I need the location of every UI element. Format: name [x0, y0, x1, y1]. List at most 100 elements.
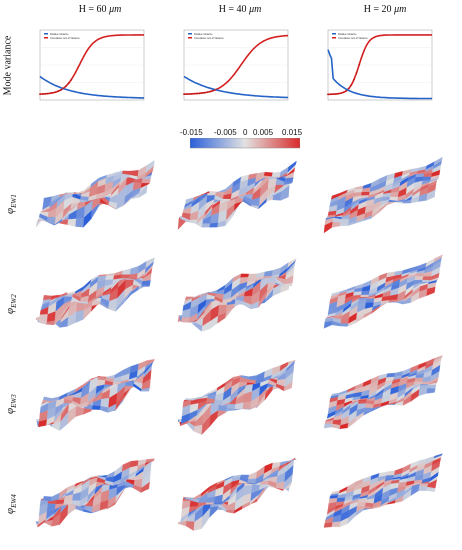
- surface-facet: [184, 398, 195, 401]
- legend-cumulative-label: Cumulative sum of Variance: [50, 37, 80, 40]
- surface-plot-r1-c1: [35, 160, 155, 228]
- surface-facet: [105, 374, 116, 379]
- surface-facet: [256, 271, 266, 278]
- colorbar-label-1: -0.005: [214, 128, 237, 137]
- surface-facet: [105, 273, 116, 276]
- cumulative-marker: [70, 78, 73, 81]
- surface-plot-r1-c3: [323, 156, 443, 234]
- cumulative-marker: [49, 92, 52, 95]
- surface-facet: [129, 265, 139, 275]
- surface-plot-r3-c2: [177, 359, 297, 435]
- surface-plot-r4-c1: [35, 458, 155, 528]
- surface-facet: [66, 193, 76, 195]
- cumulative-marker: [342, 91, 345, 94]
- cumulative-marker: [327, 93, 329, 96]
- surface-plot-r2-c1: [35, 257, 155, 328]
- cumulative-marker: [332, 93, 335, 96]
- relative-variance-line: [183, 75, 289, 99]
- surface-facet: [415, 173, 425, 178]
- cumulative-marker: [337, 92, 340, 95]
- cumulative-marker: [185, 93, 188, 95]
- surface-facet: [145, 359, 155, 366]
- surface-facet: [205, 502, 215, 505]
- surface-facet: [336, 497, 346, 503]
- surface-plot-r4-c3: [323, 453, 443, 528]
- cumulative-marker: [209, 90, 211, 93]
- surface-facet: [433, 355, 443, 362]
- cumulative-marker: [59, 89, 62, 91]
- cumulative-marker: [201, 92, 204, 94]
- cumulative-marker: [44, 92, 47, 95]
- mode-variance-label: Mode variance: [2, 35, 14, 96]
- surface-facet: [121, 274, 131, 279]
- column-title-20: H = 20 μm: [363, 4, 407, 15]
- surface-facet: [385, 474, 395, 479]
- row-label-ew3: φEW3: [4, 394, 19, 414]
- surface-facet: [275, 481, 285, 490]
- cumulative-marker: [39, 93, 41, 96]
- surface-facet: [248, 471, 258, 480]
- cumulative-marker: [41, 93, 44, 95]
- row-label-ew1: φEW1: [4, 194, 19, 214]
- surface-facet: [75, 217, 85, 228]
- surface-facet: [63, 499, 73, 505]
- surface-facet: [141, 178, 151, 184]
- cumulative-marker: [214, 88, 217, 91]
- cumulative-variance-line: [328, 34, 432, 96]
- surface-facet: [433, 156, 443, 166]
- cumulative-variance-line: [183, 34, 289, 95]
- surface-facet: [389, 196, 399, 201]
- colorbar-label-4: 0.015: [282, 128, 303, 137]
- surface-plot-r2-c2: [177, 257, 297, 332]
- surface-facet: [414, 377, 424, 382]
- cumulative-marker: [183, 93, 185, 96]
- surface-facet: [185, 520, 195, 531]
- surface-facet: [433, 254, 443, 263]
- surface-facet: [287, 459, 297, 463]
- colorbar-label-2: 0: [243, 128, 248, 137]
- surface-facet: [357, 400, 367, 404]
- surface-facet: [287, 160, 297, 173]
- relative-variance-line: [327, 49, 432, 100]
- surface-facet: [287, 359, 297, 366]
- surface-facet: [106, 470, 116, 478]
- surface-facet: [177, 520, 187, 527]
- surface-facet: [271, 171, 281, 177]
- cumulative-marker: [193, 92, 196, 95]
- surface-facet: [426, 387, 436, 394]
- cumulative-marker: [206, 91, 209, 94]
- surface-facet: [240, 273, 250, 278]
- surface-plot-r2-c3: [323, 254, 443, 329]
- surface-facet: [323, 423, 333, 429]
- surface-facet: [145, 458, 155, 464]
- cumulative-marker: [340, 92, 342, 95]
- surface-facet: [107, 307, 117, 312]
- surface-facet: [226, 509, 236, 514]
- legend-cumulative-label: Cumulative sum of Variance: [338, 37, 368, 40]
- surface-facet: [263, 270, 273, 277]
- surface-facet: [67, 218, 77, 227]
- cumulative-marker: [203, 91, 206, 94]
- surface-facet: [339, 323, 349, 327]
- surface-facet: [105, 275, 115, 280]
- legend-swatch-relative: [44, 33, 48, 35]
- column-title-40: H = 40 μm: [218, 4, 262, 15]
- cumulative-marker: [350, 83, 353, 86]
- cumulative-marker: [188, 93, 191, 95]
- legend-relative-label: Relative Variance: [194, 33, 213, 36]
- cumulative-marker: [57, 90, 60, 93]
- surface-facet: [386, 470, 396, 476]
- cumulative-marker: [353, 78, 355, 81]
- surface-facet: [422, 275, 432, 281]
- row-label-ew4: φEW4: [4, 494, 19, 514]
- legend-swatch-relative: [332, 33, 336, 35]
- surface-facet: [386, 372, 396, 378]
- surface-facet: [263, 171, 273, 177]
- surface-facet: [121, 268, 131, 275]
- cumulative-marker: [358, 63, 361, 66]
- legend-swatch-relative: [188, 33, 192, 35]
- legend-relative-label: Relative Variance: [338, 33, 357, 36]
- surface-facet: [361, 191, 371, 196]
- surface-facet: [216, 188, 226, 193]
